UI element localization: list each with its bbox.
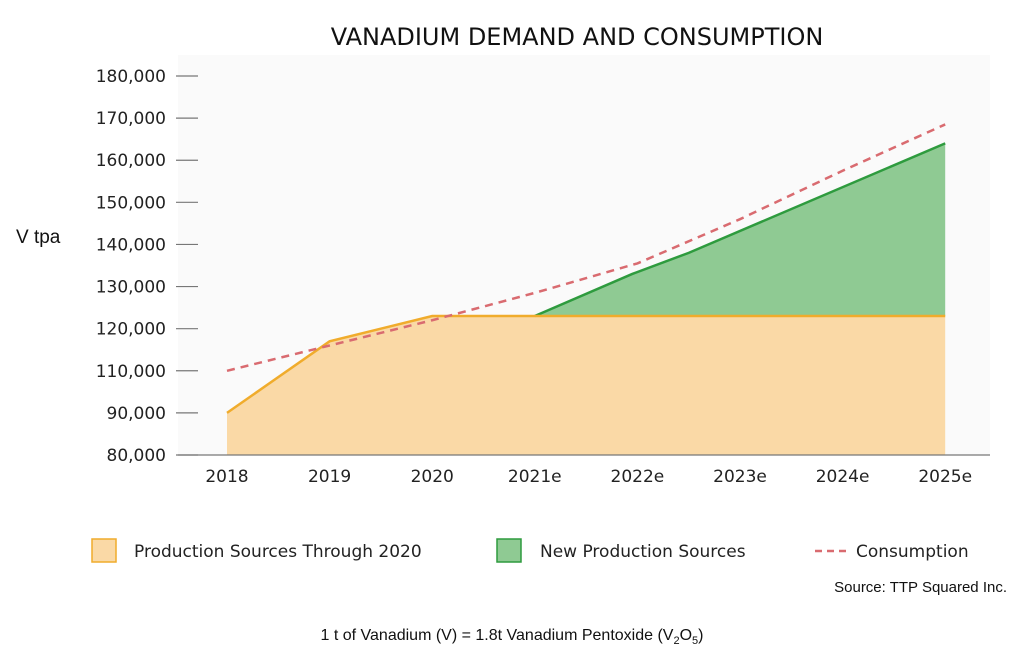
y-tick-label: 80,000	[107, 446, 166, 466]
y-tick-label: 130,000	[96, 278, 166, 298]
legend-swatch-new-production	[496, 538, 522, 563]
y-axis: 80,000 90,000 110,000 120,000 130,000 140,000…	[96, 67, 198, 466]
x-tick-label: 2020	[411, 467, 454, 487]
area-production-sources	[227, 316, 946, 455]
area-layer	[226, 123, 946, 455]
x-tick-label: 2023e	[713, 467, 767, 487]
legend-label-production: Production Sources Through 2020	[134, 542, 422, 562]
line-production-sources	[226, 314, 946, 414]
legend-label-consumption: Consumption	[856, 542, 969, 562]
y-axis-label: V tpa	[16, 227, 61, 248]
x-tick-label: 2024e	[816, 467, 870, 487]
line-new-production-sources	[534, 142, 946, 318]
x-tick-label: 2025e	[918, 467, 972, 487]
y-tick-label: 170,000	[96, 109, 166, 129]
x-tick-label: 2021e	[508, 467, 562, 487]
x-tick-label: 2022e	[611, 467, 665, 487]
legend-label-new-production: New Production Sources	[540, 542, 746, 562]
x-tick-label: 2019	[308, 467, 351, 487]
y-tick-label: 90,000	[107, 404, 166, 424]
legend: Production Sources Through 2020 New Prod…	[91, 538, 969, 563]
y-tick-label: 110,000	[96, 362, 166, 382]
y-tick-label: 150,000	[96, 193, 166, 213]
chart-title: VANADIUM DEMAND AND CONSUMPTION	[331, 23, 824, 51]
footnote: 1 t of Vanadium (V) = 1.8t Vanadium Pent…	[321, 627, 704, 647]
y-tick-label: 140,000	[96, 235, 166, 255]
y-tick-label: 160,000	[96, 151, 166, 171]
x-axis: 2018 2019 2020 2021e 2022e 2023e 2024e 2025e	[205, 467, 972, 487]
line-consumption	[226, 123, 946, 372]
legend-swatch-production	[91, 538, 117, 563]
y-tick-label: 180,000	[96, 67, 166, 87]
y-tick-label: 120,000	[96, 320, 166, 340]
source-note: Source: TTP Squared Inc.	[834, 579, 1007, 596]
x-tick-label: 2018	[205, 467, 248, 487]
